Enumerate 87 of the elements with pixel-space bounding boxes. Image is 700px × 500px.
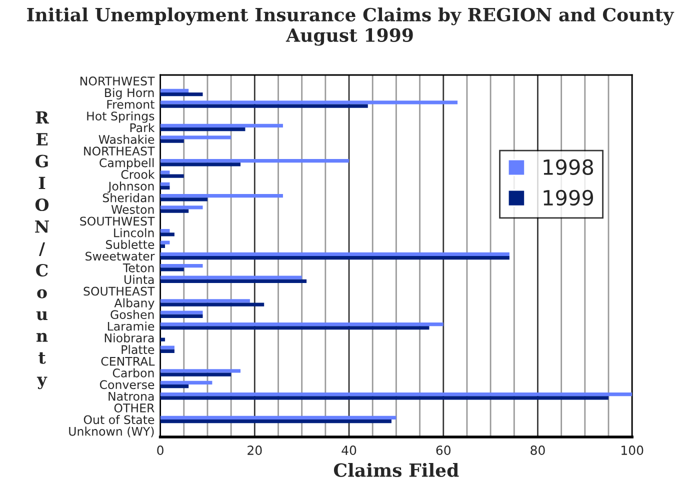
bar xyxy=(160,170,170,174)
bar xyxy=(160,194,283,198)
chart-title: Initial Unemployment Insurance Claims by REGION and County August 1999 xyxy=(27,8,674,46)
bar xyxy=(160,380,212,384)
bar xyxy=(160,372,232,376)
bar xyxy=(160,88,189,93)
y-tick-label: Teton xyxy=(122,264,154,272)
y-tick-label: Crook xyxy=(121,170,155,179)
legend-label: 1999 xyxy=(544,190,594,206)
y-tick-label: Hot Springs xyxy=(87,111,154,123)
bar xyxy=(160,229,170,233)
y-tick-label: SOUTHWEST xyxy=(80,216,155,226)
bar xyxy=(160,419,392,424)
bar xyxy=(160,182,170,186)
bar xyxy=(160,100,458,104)
bar xyxy=(160,128,246,132)
y-tick-label: NORTHWEST xyxy=(80,76,155,86)
bar xyxy=(160,322,444,326)
y-tick-label: NORTHEAST xyxy=(84,146,155,156)
bar xyxy=(160,268,184,272)
bar xyxy=(160,174,184,178)
y-tick-label: Campbell xyxy=(100,158,154,170)
y-tick-label: Out of State xyxy=(84,415,154,424)
y-tick-label: Converse xyxy=(100,380,154,390)
y-tick-label: Goshen xyxy=(110,310,154,320)
bar xyxy=(160,198,208,202)
y-tick-label: Unknown (WY) xyxy=(69,426,154,438)
bar xyxy=(160,369,241,373)
y-tick-label: Fremont xyxy=(107,100,154,109)
bar xyxy=(160,252,510,256)
bar xyxy=(160,162,241,166)
x-tick-label: 20 xyxy=(248,446,262,456)
y-tick-label: Laramie xyxy=(108,322,154,331)
x-tick-label: 0 xyxy=(157,446,164,456)
bar xyxy=(160,264,203,268)
y-tick-label: Sheridan xyxy=(102,193,154,202)
y-tick-label: Albany xyxy=(114,298,154,310)
y-tick-label: Lincoln xyxy=(114,228,154,238)
x-axis-title: Claims Filed xyxy=(334,462,459,477)
bar xyxy=(160,104,368,108)
y-tick-label: CENTRAL xyxy=(101,356,155,366)
bar xyxy=(160,338,166,342)
bar xyxy=(160,302,264,306)
y-tick-label: Johnson xyxy=(108,181,154,193)
bar xyxy=(160,310,203,314)
bar xyxy=(160,158,350,163)
y-tick-label: SOUTHEAST xyxy=(84,286,155,296)
y-tick-label: Sublette xyxy=(106,240,154,249)
y-tick-label: Carbon xyxy=(112,368,154,378)
bar xyxy=(160,276,302,280)
bar xyxy=(160,92,203,96)
bar xyxy=(160,346,174,350)
y-tick-label: Natrona xyxy=(108,392,154,401)
bar xyxy=(160,396,609,400)
y-tick-label: Weston xyxy=(111,205,154,214)
bar xyxy=(160,206,203,210)
x-tick-label: 80 xyxy=(530,446,545,456)
x-tick-label: 60 xyxy=(436,446,451,456)
bar xyxy=(160,232,174,236)
y-tick-label: Sweetwater xyxy=(86,252,155,261)
bar xyxy=(160,186,170,190)
y-tick-label: Washakie xyxy=(98,134,154,144)
y-tick-label: Niobrara xyxy=(104,333,154,342)
bar xyxy=(160,384,189,388)
bar xyxy=(160,139,184,143)
bar xyxy=(160,256,510,260)
y-tick-label: Park xyxy=(130,123,155,132)
bar xyxy=(160,136,232,140)
bar xyxy=(160,209,189,213)
bar xyxy=(160,326,430,330)
bar xyxy=(160,349,174,354)
bar xyxy=(160,279,307,283)
x-tick-label: 40 xyxy=(342,446,356,456)
bar xyxy=(160,314,203,318)
bar xyxy=(160,392,632,396)
bar xyxy=(160,416,396,420)
bar xyxy=(160,299,250,303)
y-tick-label: Big Horn xyxy=(105,88,154,100)
y-tick-label: Uinta xyxy=(124,274,154,284)
bar xyxy=(160,244,166,248)
bar xyxy=(160,124,283,128)
legend-label: 1998 xyxy=(544,159,594,176)
bar xyxy=(160,240,170,244)
y-tick-label: Platte xyxy=(122,344,154,354)
y-tick-label: OTHER xyxy=(114,404,154,412)
text: REGION/County xyxy=(35,111,50,390)
x-tick-label: 100 xyxy=(622,446,644,456)
